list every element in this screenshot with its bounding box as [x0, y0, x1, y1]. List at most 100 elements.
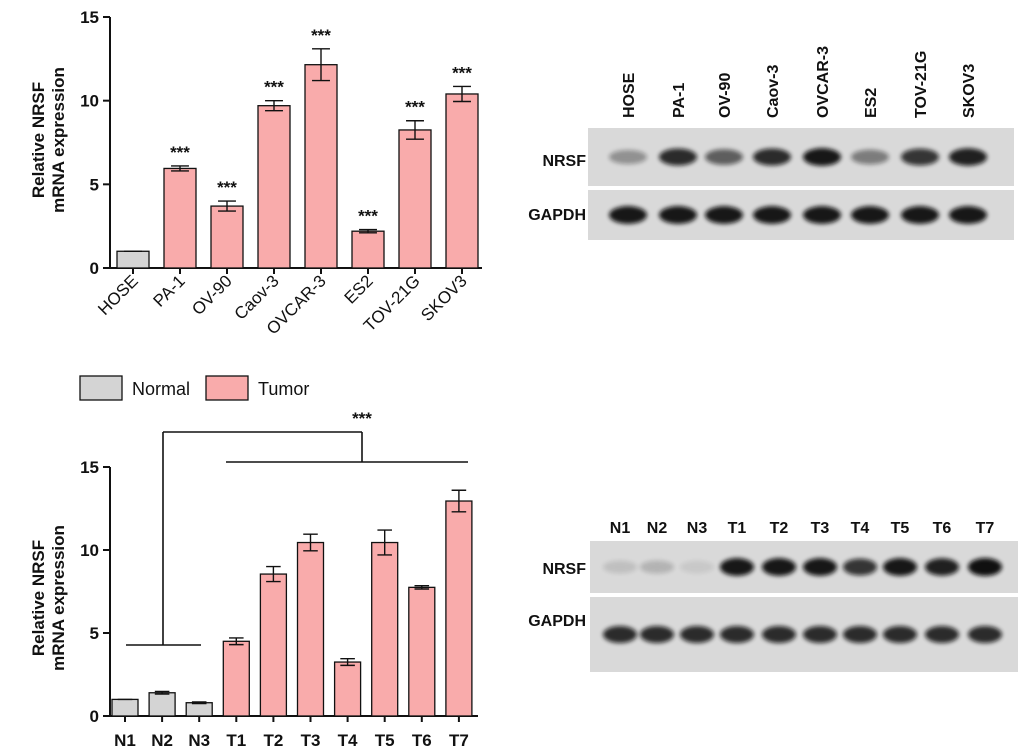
bar — [351, 230, 385, 269]
band — [762, 558, 796, 576]
band — [949, 206, 987, 224]
band — [968, 625, 1002, 644]
band — [659, 206, 697, 224]
blot-row-label: GAPDH — [528, 207, 586, 224]
blot-lane-label: T5 — [891, 520, 910, 537]
band — [925, 558, 959, 576]
x-tick-label: HOSE — [94, 271, 142, 319]
band — [901, 148, 939, 166]
x-tick-label: T1 — [226, 731, 246, 750]
band — [925, 625, 959, 644]
error-bar — [414, 584, 430, 590]
error-bar — [451, 489, 467, 513]
band — [609, 206, 647, 224]
significance-bracket — [126, 431, 468, 646]
error-bar — [265, 99, 283, 112]
x-tick-label: T3 — [301, 731, 321, 750]
bar — [148, 692, 176, 717]
error-bar — [171, 165, 189, 172]
significance-label: *** — [311, 26, 331, 45]
error-bar — [359, 228, 377, 234]
band — [753, 206, 791, 224]
legend-label: Normal — [132, 379, 190, 399]
error-bar — [154, 690, 170, 695]
y-axis-label: Relative NRSF — [29, 82, 48, 198]
x-tick-label: N2 — [151, 731, 173, 750]
blot-lane-label: PA-1 — [671, 83, 688, 118]
x-tick-label: OV-90 — [188, 271, 236, 319]
error-bar — [312, 48, 330, 82]
legend-swatch — [205, 375, 249, 401]
bar — [185, 702, 213, 717]
significance-label: *** — [217, 178, 237, 197]
blot-lane-label: Caov-3 — [765, 65, 782, 118]
significance-label: *** — [170, 143, 190, 162]
band — [680, 625, 714, 644]
band — [851, 206, 889, 224]
band — [883, 625, 917, 644]
y-tick-label: 5 — [90, 175, 99, 194]
blot-lane-label: OV-90 — [717, 73, 734, 118]
error-bar — [266, 565, 281, 583]
significance-label: *** — [358, 207, 378, 226]
x-tick-label: ES2 — [341, 271, 377, 307]
bar — [222, 640, 250, 717]
error-bar — [453, 85, 471, 103]
legend-label: Tumor — [258, 379, 309, 399]
bar — [163, 167, 197, 269]
band — [762, 625, 796, 644]
blot-lane-label: SKOV3 — [961, 64, 978, 118]
band — [883, 558, 917, 576]
x-tick-label: N1 — [114, 731, 136, 750]
western-blot — [590, 541, 1018, 672]
bar — [371, 541, 399, 717]
blot-lane-label: T7 — [976, 520, 995, 537]
band — [843, 558, 877, 576]
y-tick-label: 15 — [80, 8, 99, 27]
band — [843, 625, 877, 644]
bar — [408, 586, 436, 717]
band — [603, 560, 637, 574]
legend-swatch — [79, 375, 123, 401]
y-tick-label: 0 — [90, 259, 99, 278]
bar — [333, 661, 362, 717]
error-bar — [218, 200, 236, 212]
blot-lane-label: T6 — [933, 520, 952, 537]
bar — [445, 93, 479, 269]
band — [659, 148, 697, 166]
band — [640, 625, 674, 644]
band — [603, 625, 637, 644]
y-tick-label: 10 — [80, 541, 99, 560]
bar — [257, 105, 291, 269]
band — [720, 558, 754, 576]
blot-lane-label: T1 — [728, 520, 747, 537]
x-tick-label: T4 — [338, 731, 358, 750]
error-bar — [303, 533, 318, 552]
blot-lane-label: T3 — [811, 520, 830, 537]
x-tick-label: T7 — [449, 731, 469, 750]
y-tick-label: 5 — [90, 624, 99, 643]
x-tick-label: PA-1 — [150, 271, 189, 310]
band — [640, 560, 674, 574]
y-tick-label: 15 — [80, 458, 99, 477]
band — [901, 206, 939, 224]
significance-label: *** — [352, 409, 372, 428]
blot-lane-label: OVCAR-3 — [815, 46, 832, 118]
band — [803, 148, 841, 166]
significance-label: *** — [264, 78, 284, 97]
bar — [398, 129, 432, 269]
significance-label: *** — [405, 98, 425, 117]
band — [720, 625, 754, 644]
x-tick-label: T2 — [263, 731, 283, 750]
blot-lane-label: ES2 — [863, 88, 880, 118]
x-tick-label: N3 — [188, 731, 210, 750]
blot-lane-label: HOSE — [621, 72, 638, 118]
y-axis-label: mRNA expression — [49, 67, 68, 213]
band — [609, 149, 647, 165]
error-bar — [191, 701, 207, 705]
band — [680, 560, 714, 574]
x-tick-label: SKOV3 — [417, 271, 471, 325]
y-tick-label: 0 — [90, 707, 99, 726]
band — [949, 148, 987, 166]
